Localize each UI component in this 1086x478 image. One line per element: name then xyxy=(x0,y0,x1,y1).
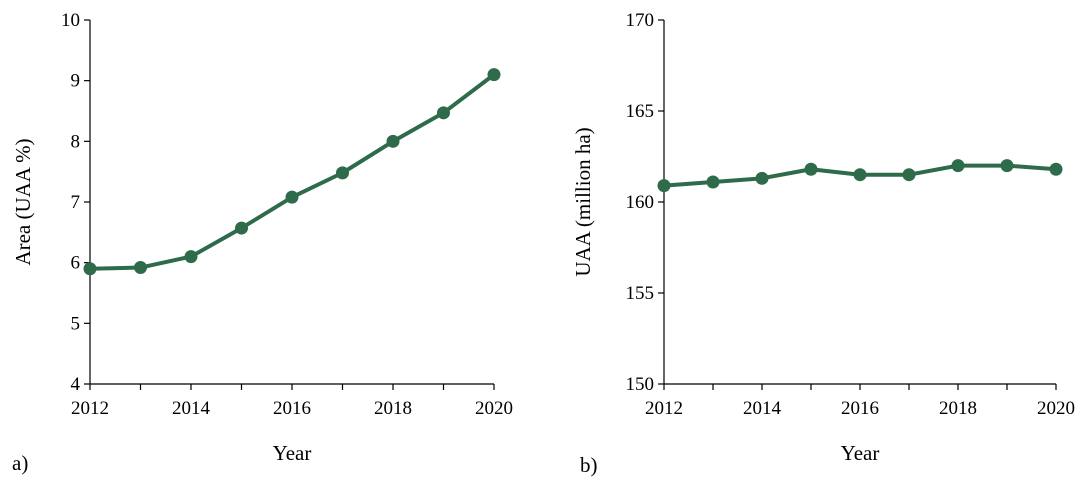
data-point xyxy=(1000,159,1014,173)
y-tick-label: 4 xyxy=(71,374,81,395)
y-tick-label: 155 xyxy=(626,283,655,304)
y-tick-label: 7 xyxy=(71,192,81,213)
x-tick-label: 2020 xyxy=(1037,398,1075,419)
data-point xyxy=(1049,162,1063,176)
x-axis-title: Year xyxy=(273,441,312,465)
y-tick-label: 170 xyxy=(626,10,655,31)
x-tick-label: 2012 xyxy=(645,398,683,419)
data-point xyxy=(657,179,671,193)
x-tick-label: 2018 xyxy=(939,398,977,419)
x-tick-label: 2018 xyxy=(374,398,412,419)
panel-label: b) xyxy=(580,453,598,477)
y-tick-label: 5 xyxy=(71,313,81,334)
x-tick-label: 2014 xyxy=(172,398,211,419)
data-point xyxy=(437,106,450,120)
chart-panel-b: 150 155 160 165 170 2012 2014 2016 2018 2020 Year U… xyxy=(571,10,1075,477)
y-tick-label: 165 xyxy=(626,101,655,122)
data-point xyxy=(853,168,867,182)
data-point xyxy=(755,171,769,185)
data-point xyxy=(804,162,818,176)
data-point xyxy=(184,250,198,264)
series-line xyxy=(88,72,496,271)
data-point xyxy=(83,262,97,276)
chart-panel-a: 4 5 6 7 8 9 10 2012 2014 2016 2018 2020 Year Area (UA… xyxy=(11,10,513,475)
data-point xyxy=(336,166,349,180)
data-point xyxy=(706,175,720,189)
data-point xyxy=(487,68,501,82)
y-tick-label: 8 xyxy=(71,131,81,152)
x-axis-title: Year xyxy=(841,441,880,465)
x-tick-label: 2014 xyxy=(743,398,782,419)
panel-label: a) xyxy=(12,451,28,475)
x-tick-label: 2016 xyxy=(841,398,879,419)
data-point xyxy=(951,159,965,173)
data-point xyxy=(386,134,400,148)
data-point xyxy=(134,261,147,275)
y-tick-label: 6 xyxy=(71,253,81,274)
y-tick-label: 9 xyxy=(71,71,81,92)
data-point xyxy=(235,221,248,235)
y-tick-label: 160 xyxy=(626,192,655,213)
y-tick-label: 150 xyxy=(626,374,655,395)
y-axis-title: UAA (million ha) xyxy=(571,127,595,276)
data-point xyxy=(285,190,299,204)
data-point xyxy=(902,168,916,182)
x-tick-label: 2016 xyxy=(273,398,311,419)
x-tick-label: 2012 xyxy=(71,398,109,419)
x-tick-label: 2020 xyxy=(475,398,513,419)
y-axis-title: Area (UAA %) xyxy=(11,138,35,265)
y-tick-label: 10 xyxy=(61,10,80,31)
